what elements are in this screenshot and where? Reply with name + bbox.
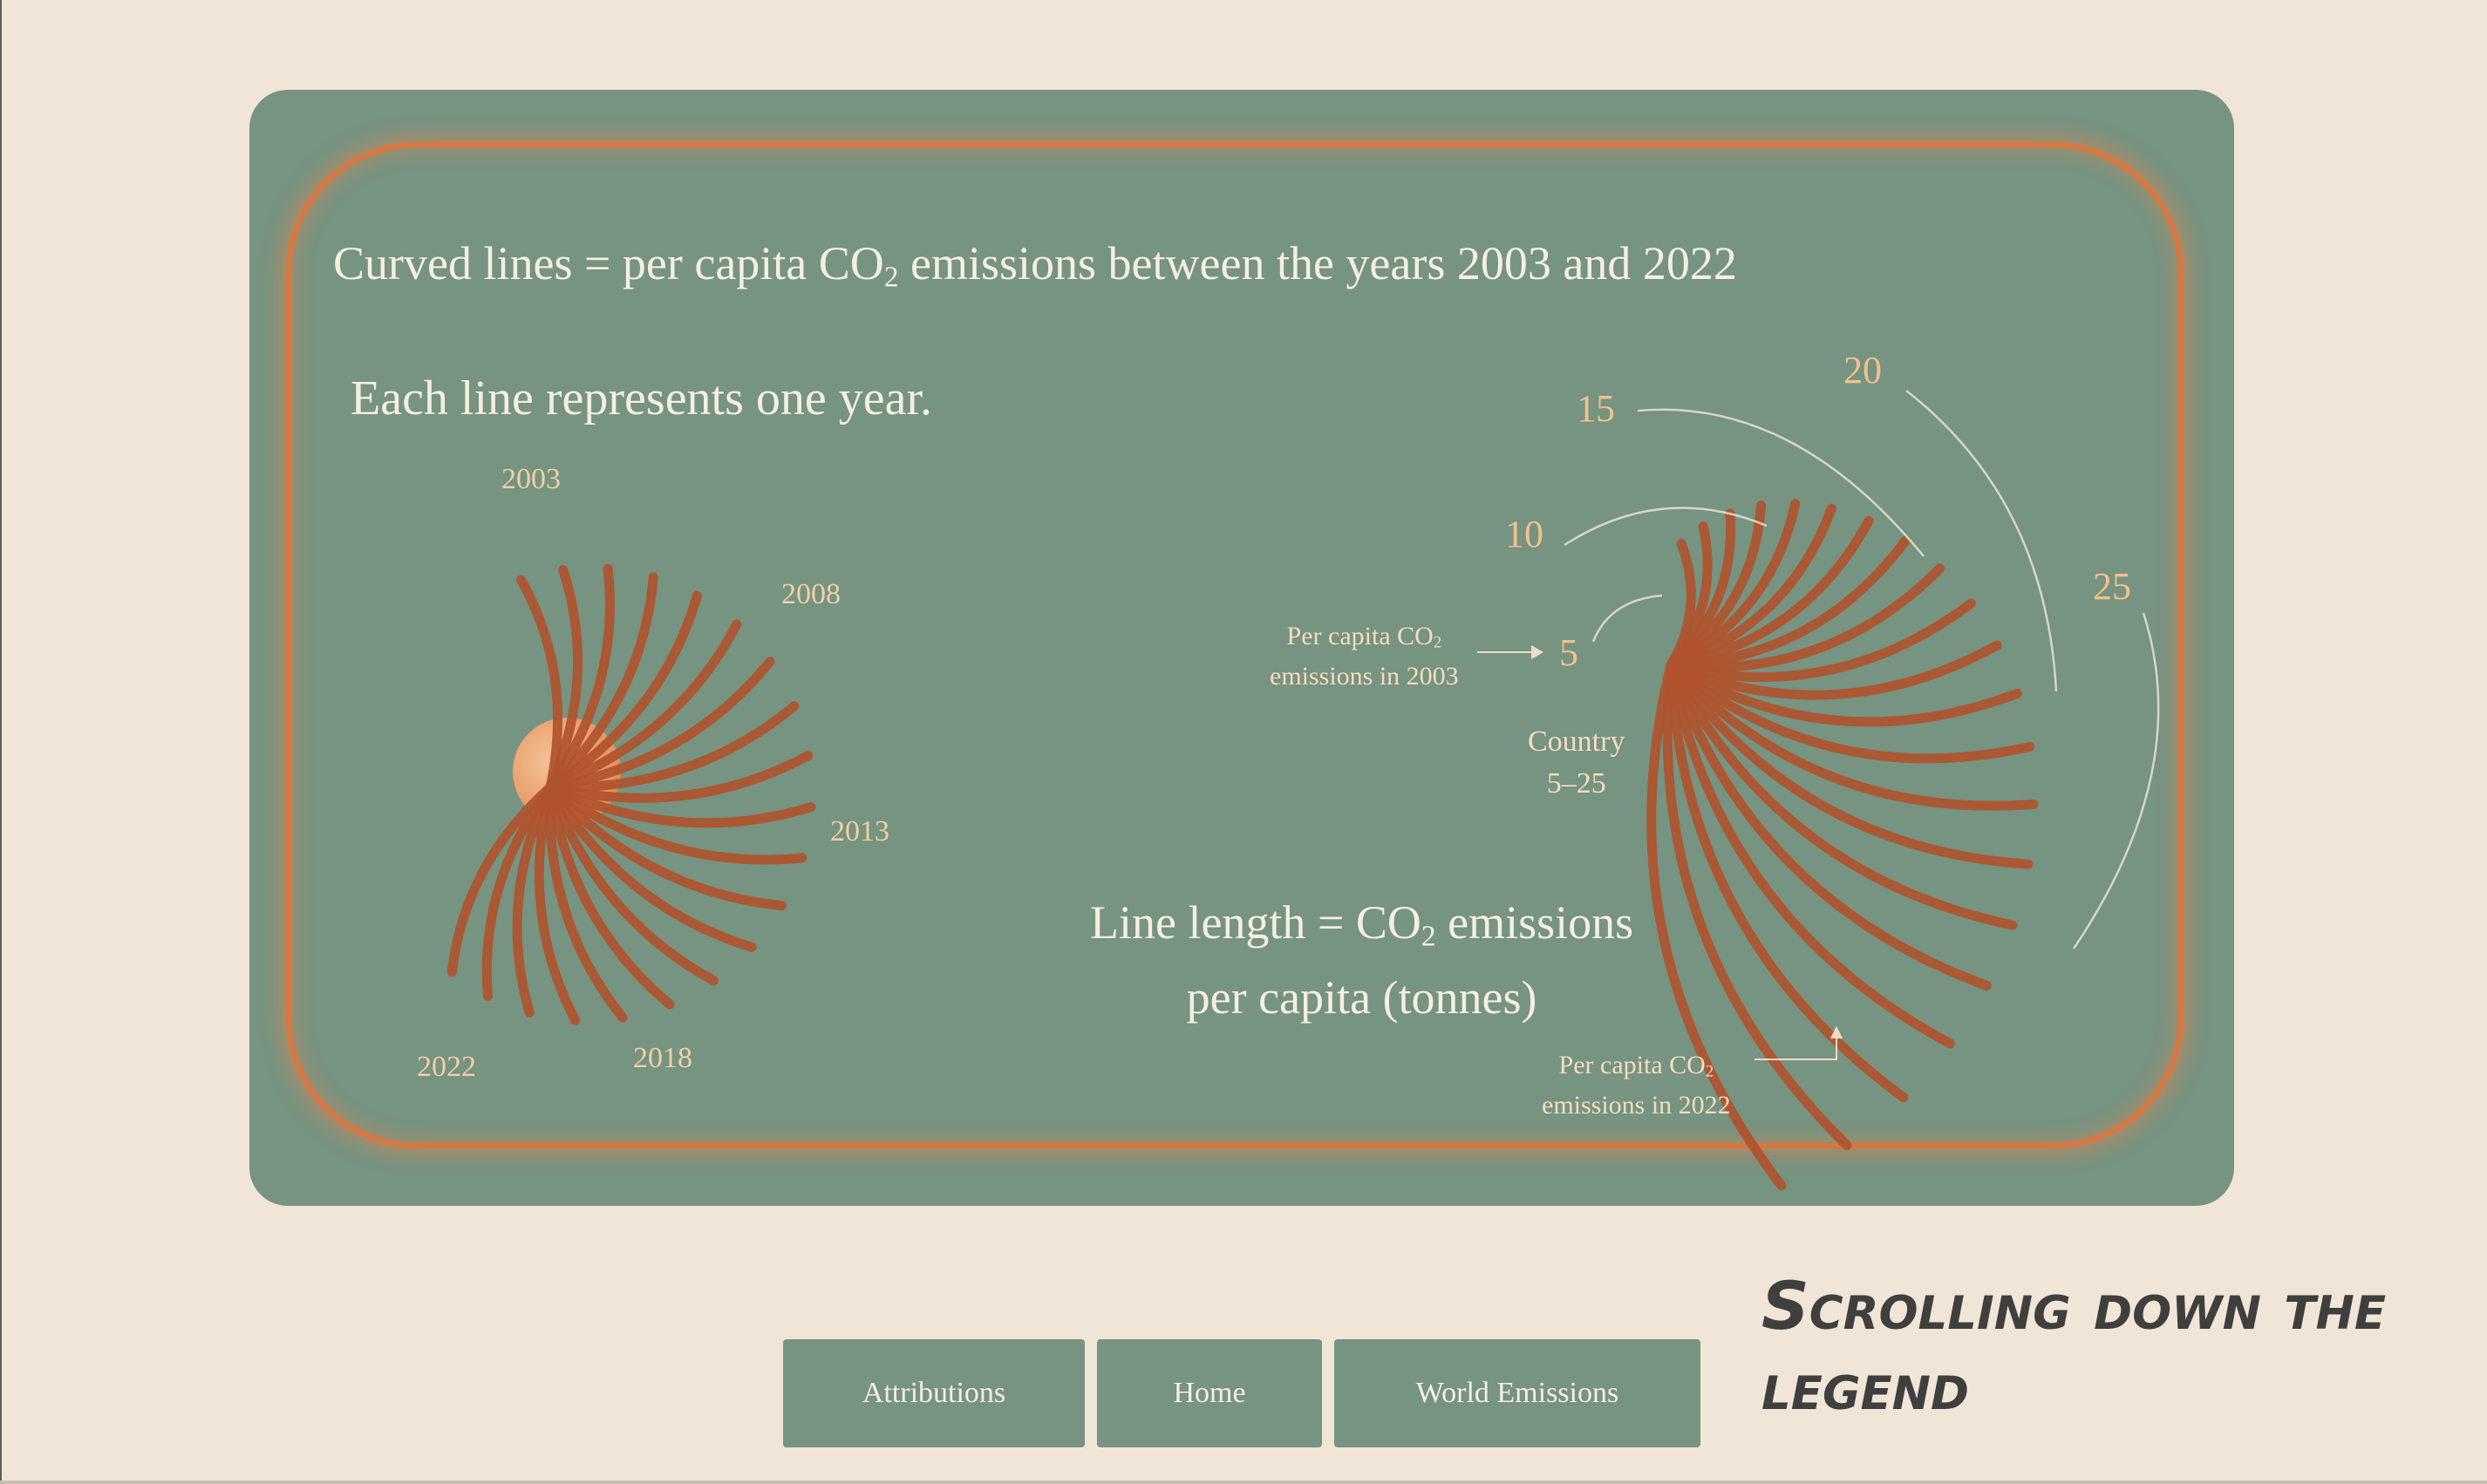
home-button[interactable]: Home bbox=[1097, 1339, 1322, 1447]
country-range-label: Country 5–25 bbox=[1528, 725, 1625, 800]
legend-glow-frame bbox=[286, 142, 2184, 1148]
scale-label-5: 5 bbox=[1559, 631, 1578, 674]
legend-panel: Curved lines = per capita CO2 emissions … bbox=[249, 90, 2234, 1206]
note-end-year: Per capita CO2 emissions in 2022 bbox=[1542, 1051, 1731, 1120]
year-label-2003: 2003 bbox=[501, 463, 561, 495]
year-label-2022: 2022 bbox=[417, 1051, 476, 1083]
scale-label-20: 20 bbox=[1843, 349, 1882, 391]
year-label-2018: 2018 bbox=[633, 1042, 692, 1074]
year-label-2013: 2013 bbox=[830, 815, 889, 848]
scale-label-15: 15 bbox=[1577, 387, 1615, 430]
scale-label-10: 10 bbox=[1505, 513, 1543, 555]
world-emissions-button[interactable]: World Emissions bbox=[1334, 1339, 1700, 1447]
scale-label-25: 25 bbox=[2093, 565, 2131, 608]
scroll-caption: Scrolling down the legend bbox=[1761, 1267, 2387, 1425]
window-left-edge bbox=[0, 0, 2, 1484]
note-start-year: Per capita CO2 emissions in 2003 bbox=[1270, 622, 1459, 691]
legend-subtitle: Each line represents one year. bbox=[351, 371, 933, 425]
year-label-2008: 2008 bbox=[781, 578, 841, 610]
line-length-explanation: Line length = CO2 emissions per capita (… bbox=[1090, 896, 1634, 1025]
window-bottom-edge bbox=[0, 1481, 2487, 1484]
legend-title: Curved lines = per capita CO2 emissions … bbox=[333, 237, 1737, 294]
attributions-button[interactable]: Attributions bbox=[783, 1339, 1085, 1447]
